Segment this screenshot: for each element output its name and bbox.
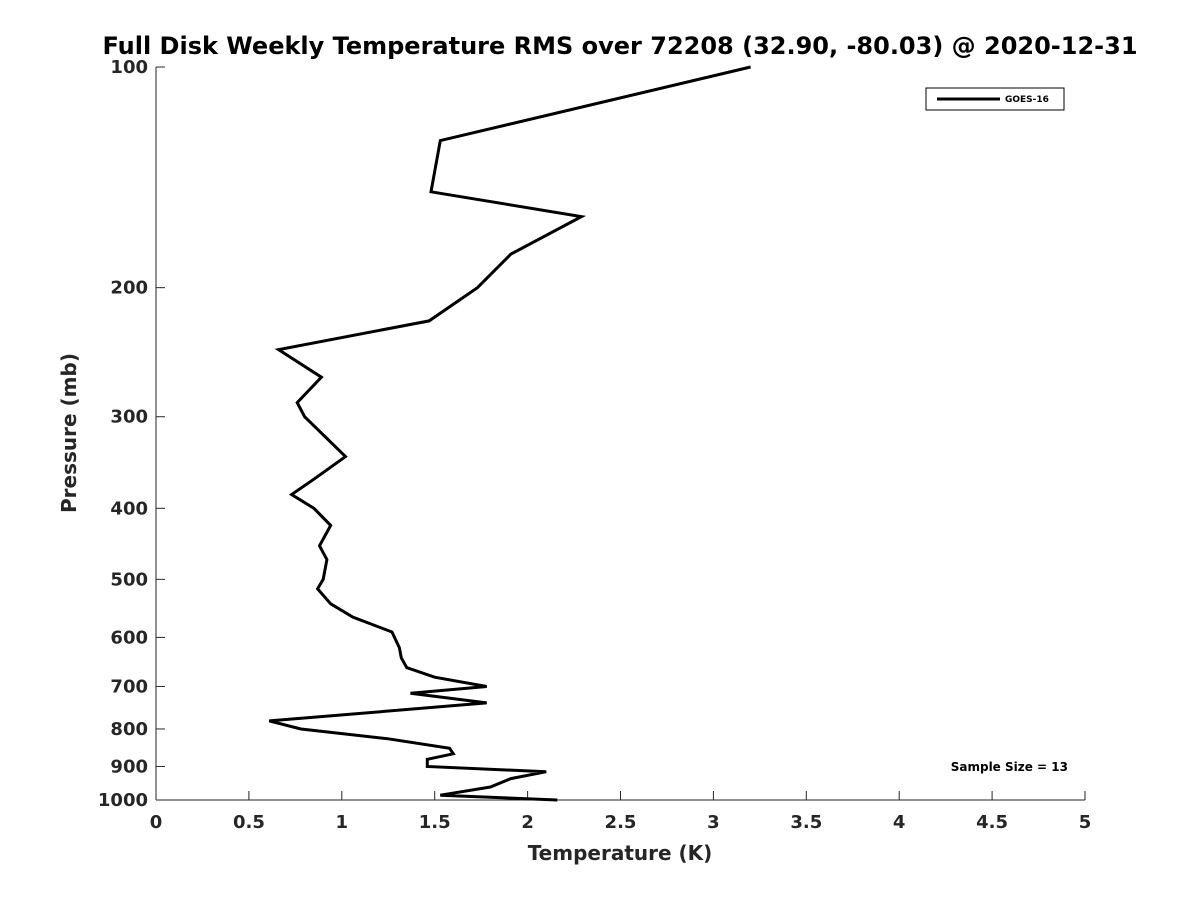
y-tick-label: 900: [110, 756, 148, 777]
y-tick-label: 600: [110, 627, 148, 648]
y-tick-label: 800: [110, 719, 148, 740]
legend-entry-goes-16: GOES-16: [1005, 95, 1049, 105]
x-tick-label: 0.5: [233, 812, 265, 833]
legend: GOES-16: [925, 87, 1065, 111]
y-tick-label: 200: [110, 278, 148, 299]
x-tick-label: 1.5: [419, 812, 451, 833]
chart-title: Full Disk Weekly Temperature RMS over 72…: [102, 32, 1137, 60]
x-tick-label: 1: [336, 812, 349, 833]
y-tick-label: 300: [110, 407, 148, 428]
sample-size-annotation: Sample Size = 13: [951, 760, 1068, 774]
y-tick-label: 1000: [98, 790, 148, 811]
x-tick-label: 2: [521, 812, 534, 833]
y-tick-label: 100: [110, 57, 148, 78]
y-axis-label: Pressure (mb): [57, 353, 81, 513]
x-tick-label: 4: [893, 812, 906, 833]
x-tick-label: 5: [1079, 812, 1092, 833]
x-tick-label: 3: [707, 812, 720, 833]
x-tick-label: 3.5: [790, 812, 822, 833]
x-tick-label: 0: [150, 812, 163, 833]
x-tick-label: 2.5: [605, 812, 637, 833]
y-tick-label: 700: [110, 676, 148, 697]
x-tick-label: 4.5: [976, 812, 1008, 833]
x-axis-label: Temperature (K): [528, 841, 713, 865]
series-line-goes-16: [268, 65, 751, 802]
x-axis-ticks: 0 0.5 1 1.5 2 2.5 3 3.5 4 4.5 5: [150, 791, 1092, 833]
y-tick-label: 500: [110, 569, 148, 590]
y-tick-label: 400: [110, 498, 148, 519]
y-axis-ticks: 100 200 300 400 500 600 700 800 900 1000: [98, 57, 165, 811]
